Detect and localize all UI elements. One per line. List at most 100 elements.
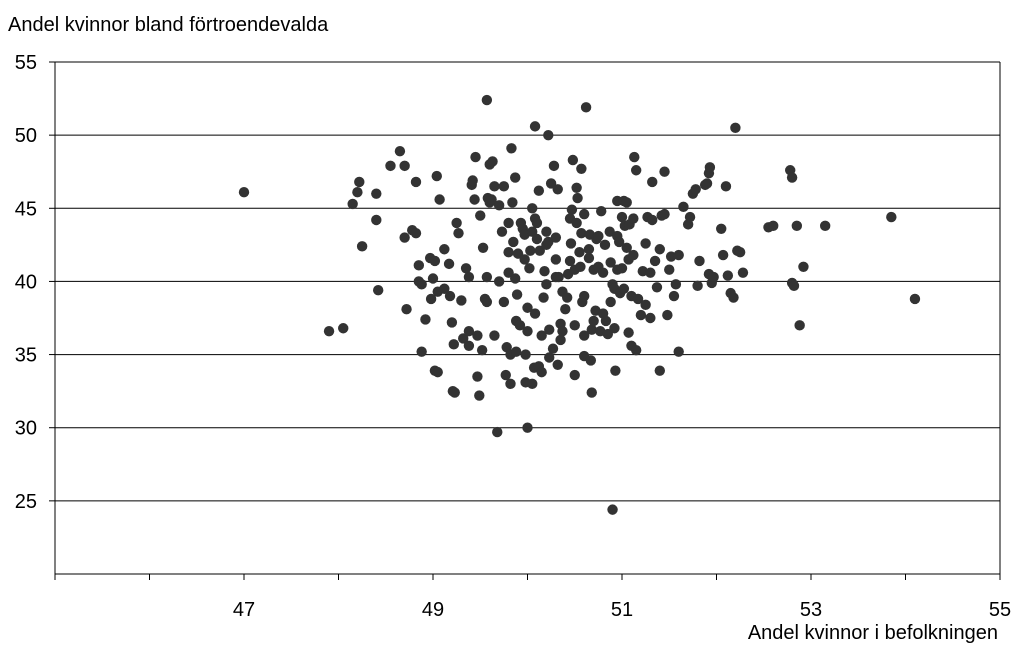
data-point xyxy=(734,246,746,258)
x-tick-label: 55 xyxy=(989,599,1011,621)
data-point xyxy=(544,352,555,363)
data-point xyxy=(451,217,462,229)
data-point xyxy=(668,290,680,302)
data-point xyxy=(508,236,519,248)
data-point xyxy=(399,160,410,172)
data-point xyxy=(569,320,580,331)
data-point xyxy=(385,160,396,172)
data-point xyxy=(586,324,597,335)
data-point xyxy=(640,299,651,311)
data-point xyxy=(434,194,445,205)
data-point xyxy=(564,255,576,267)
data-point xyxy=(456,295,467,306)
data-point xyxy=(717,249,729,261)
data-point xyxy=(673,346,684,357)
data-point xyxy=(525,245,536,256)
data-point xyxy=(539,265,550,277)
data-point xyxy=(449,387,460,398)
data-point xyxy=(647,214,658,226)
data-point xyxy=(500,369,511,381)
data-point xyxy=(629,151,640,163)
data-point xyxy=(623,327,634,338)
data-point xyxy=(621,242,632,253)
data-point xyxy=(579,208,590,220)
data-point xyxy=(522,302,533,313)
data-point xyxy=(401,304,412,315)
data-point xyxy=(690,184,701,195)
data-point xyxy=(630,165,642,176)
data-point xyxy=(474,390,485,401)
data-point xyxy=(654,244,665,255)
data-point xyxy=(635,309,647,321)
data-point xyxy=(371,214,382,226)
data-point xyxy=(410,176,422,188)
data-point xyxy=(354,176,365,188)
data-point xyxy=(538,292,549,303)
data-point xyxy=(786,172,798,183)
data-point xyxy=(659,166,670,177)
data-point xyxy=(489,330,500,341)
data-point xyxy=(645,312,656,324)
data-point xyxy=(599,239,611,251)
data-point xyxy=(519,254,530,265)
data-point xyxy=(238,186,250,198)
data-point xyxy=(553,271,564,283)
data-point xyxy=(536,330,547,341)
axes xyxy=(49,61,1001,580)
data-point xyxy=(531,233,543,245)
data-point xyxy=(472,330,483,341)
data-point xyxy=(819,220,831,232)
data-point xyxy=(647,176,658,188)
data-point xyxy=(467,175,478,186)
x-tick-label: 53 xyxy=(800,599,822,621)
data-point xyxy=(475,210,486,221)
data-point xyxy=(371,188,382,199)
data-point xyxy=(618,283,630,294)
data-point xyxy=(453,227,464,239)
data-point xyxy=(529,121,541,132)
data-point xyxy=(565,238,577,249)
data-point xyxy=(416,279,427,290)
data-point xyxy=(576,163,587,174)
data-point xyxy=(399,232,410,243)
data-point xyxy=(678,201,689,213)
data-point xyxy=(410,227,422,239)
data-point xyxy=(640,238,651,249)
y-tick-label: 45 xyxy=(15,198,37,220)
data-point xyxy=(536,366,547,378)
gridlines xyxy=(55,61,1000,502)
data-point xyxy=(338,323,349,334)
data-point xyxy=(722,270,734,281)
data-point xyxy=(569,369,580,381)
data-point xyxy=(463,271,475,283)
data-point xyxy=(443,258,455,270)
data-point xyxy=(560,304,571,315)
x-tick-label: 51 xyxy=(611,599,633,621)
data-point xyxy=(503,217,514,229)
data-point xyxy=(510,273,521,284)
data-point xyxy=(728,292,739,303)
data-point xyxy=(543,129,554,141)
data-point xyxy=(544,324,555,335)
data-point xyxy=(481,94,493,106)
data-point xyxy=(692,280,703,292)
data-point xyxy=(574,246,585,258)
data-point xyxy=(425,293,437,305)
data-point xyxy=(522,422,533,433)
data-point xyxy=(552,184,563,195)
data-point xyxy=(788,280,800,292)
data-point xyxy=(737,267,749,278)
data-point xyxy=(477,242,489,253)
data-point xyxy=(458,333,469,344)
y-tick-label: 55 xyxy=(15,52,37,74)
data-point xyxy=(670,279,682,290)
data-point xyxy=(527,203,538,214)
data-point xyxy=(628,249,639,261)
data-point xyxy=(476,344,488,356)
data-point xyxy=(481,296,493,308)
data-point xyxy=(429,255,441,267)
data-point xyxy=(356,241,368,252)
data-point xyxy=(520,349,531,360)
data-point xyxy=(628,213,639,224)
